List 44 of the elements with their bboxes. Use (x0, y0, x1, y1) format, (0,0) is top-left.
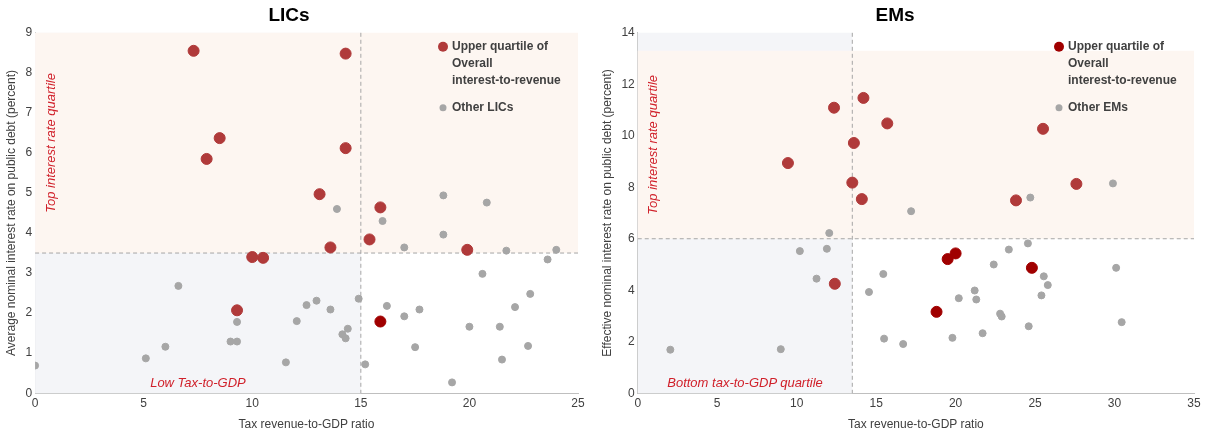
x-axis-title: Tax revenue-to-GDP ratio (847, 417, 985, 432)
legend-label: Other LICs (452, 100, 514, 115)
y-tick-label: 0 (628, 385, 636, 400)
y-axis-title: Effective nominal interest rate on public debt (percent) (599, 69, 614, 357)
x-axis-title: Tax revenue-to-GDP ratio (238, 417, 375, 432)
y-tick-label: 3 (25, 265, 33, 280)
y-tick-label: 8 (25, 65, 33, 80)
y-tick-label: 7 (25, 105, 33, 120)
y-tick-label: 12 (621, 76, 636, 91)
y-tick-label: 4 (25, 225, 33, 240)
band-label: Low Tax-to-GDP (150, 375, 247, 391)
x-tick-label: 5 (713, 395, 721, 410)
y-tick-label: 6 (628, 231, 636, 246)
y-axis-title: Average nominal interest rate on public debt (percent) (3, 70, 18, 356)
chart-title: EMs (875, 3, 915, 25)
band-label: Top interest rate quartile (42, 73, 58, 213)
band-label: Bottom tax-to-GDP quartile (667, 375, 823, 391)
x-tick-label: 30 (1107, 395, 1122, 410)
x-tick-label: 5 (140, 395, 148, 410)
x-tick-label: 10 (245, 395, 260, 410)
x-tick-label: 20 (948, 395, 963, 410)
legend-label: Other EMs (1068, 100, 1129, 115)
y-tick-label: 9 (25, 25, 33, 40)
legend-label: Upper quartile of Overall interest-to-revenue (1068, 39, 1178, 88)
y-tick-label: 10 (621, 128, 636, 143)
y-tick-label: 6 (25, 145, 33, 160)
chart-title: LICs (268, 3, 310, 25)
y-tick-label: 14 (621, 25, 636, 40)
y-tick-label: 8 (628, 179, 636, 194)
y-tick-label: 4 (628, 282, 636, 297)
x-tick-label: 10 (790, 395, 804, 410)
x-tick-label: 35 (1187, 395, 1201, 410)
x-tick-label: 25 (571, 395, 585, 410)
x-tick-label: 15 (869, 395, 884, 410)
legend-label: Upper quartile of Overall interest-to-revenue (452, 39, 562, 88)
y-tick-label: 0 (25, 385, 33, 400)
y-tick-label: 2 (628, 334, 636, 349)
band-label: Top interest rate quartile (645, 74, 661, 215)
x-tick-label: 15 (354, 395, 368, 410)
x-tick-label: 25 (1028, 395, 1043, 410)
y-tick-label: 5 (25, 185, 33, 200)
x-tick-label: 20 (462, 395, 477, 410)
y-tick-label: 2 (25, 305, 33, 320)
y-tick-label: 1 (25, 345, 33, 360)
